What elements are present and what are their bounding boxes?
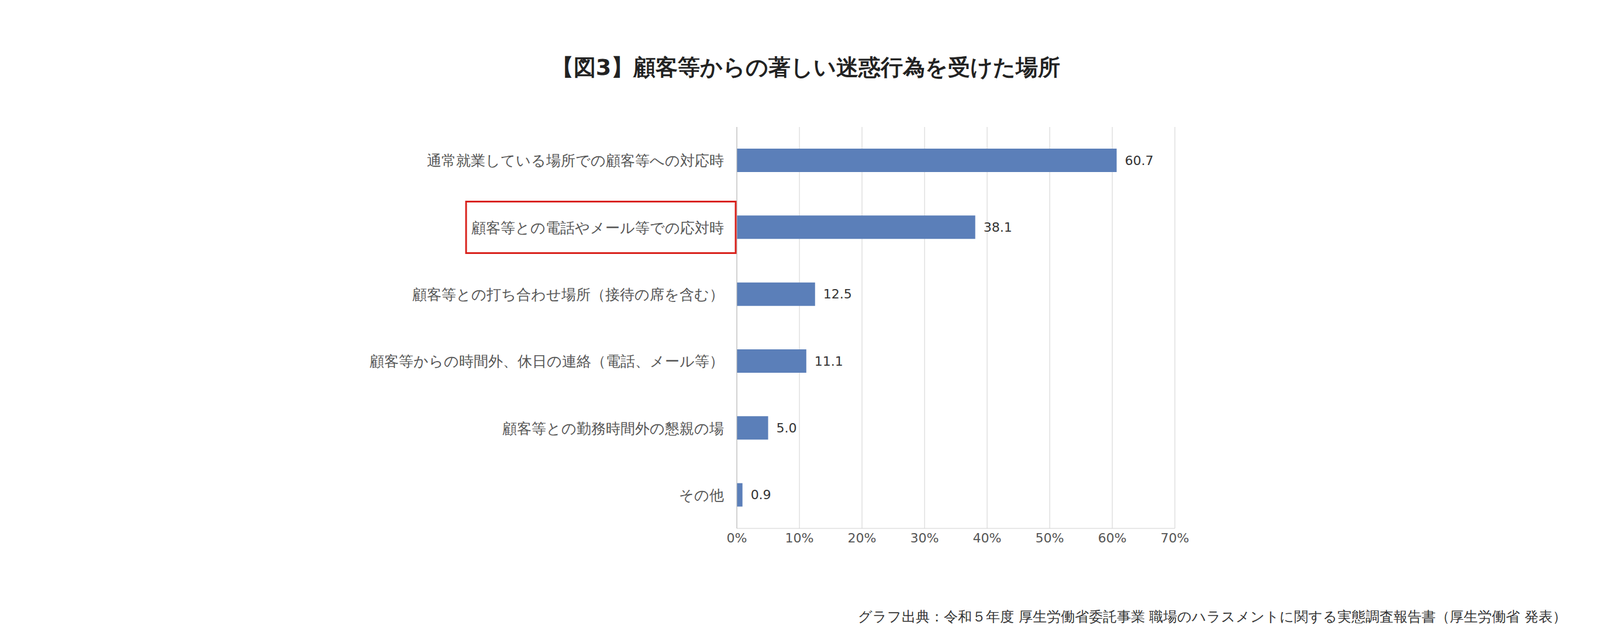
svg-text:0.9: 0.9 [750, 487, 772, 502]
svg-text:顧客等からの時間外、休日の連絡（電話、メール等）: 顧客等からの時間外、休日の連絡（電話、メール等） [369, 352, 724, 370]
svg-text:40%: 40% [973, 530, 1002, 546]
svg-text:顧客等との勤務時間外の懇親の場: 顧客等との勤務時間外の懇親の場 [502, 419, 724, 437]
svg-text:その他: その他 [678, 486, 724, 504]
svg-text:12.5: 12.5 [823, 286, 853, 302]
svg-text:60%: 60% [1098, 530, 1127, 546]
svg-text:30%: 30% [910, 530, 940, 546]
html-text:グラフ出典：令和５年度 厚生労働省委託事業 職場のハラスメン: グラフ出典：令和５年度 厚生労働省委託事業 職場のハラスメントに関する実態調査報… [857, 608, 1567, 625]
svg-text:50%: 50% [1035, 530, 1065, 546]
svg-text:11.1: 11.1 [814, 353, 844, 369]
svg-text:20%: 20% [847, 530, 877, 546]
svg-text:顧客等との打ち合わせ場所（接待の席を含む）: 顧客等との打ち合わせ場所（接待の席を含む） [412, 285, 724, 303]
svg-text:60.7: 60.7 [1124, 153, 1154, 168]
svg-text:70%: 70% [1160, 530, 1190, 546]
svg-text:5.0: 5.0 [776, 420, 798, 436]
svg-text:顧客等との電話やメール等での応対時: 顧客等との電話やメール等での応対時 [471, 219, 724, 237]
svg-text:38.1: 38.1 [983, 219, 1013, 235]
html-text:【図3】顧客等からの著しい迷惑行為を受けた場所: 【図3】顧客等からの著しい迷惑行為を受けた場所 [551, 54, 1061, 81]
svg-text:0%: 0% [726, 530, 748, 546]
svg-text:通常就業している場所での顧客等への対応時: 通常就業している場所での顧客等への対応時 [426, 152, 724, 170]
svg-text:10%: 10% [785, 530, 815, 546]
